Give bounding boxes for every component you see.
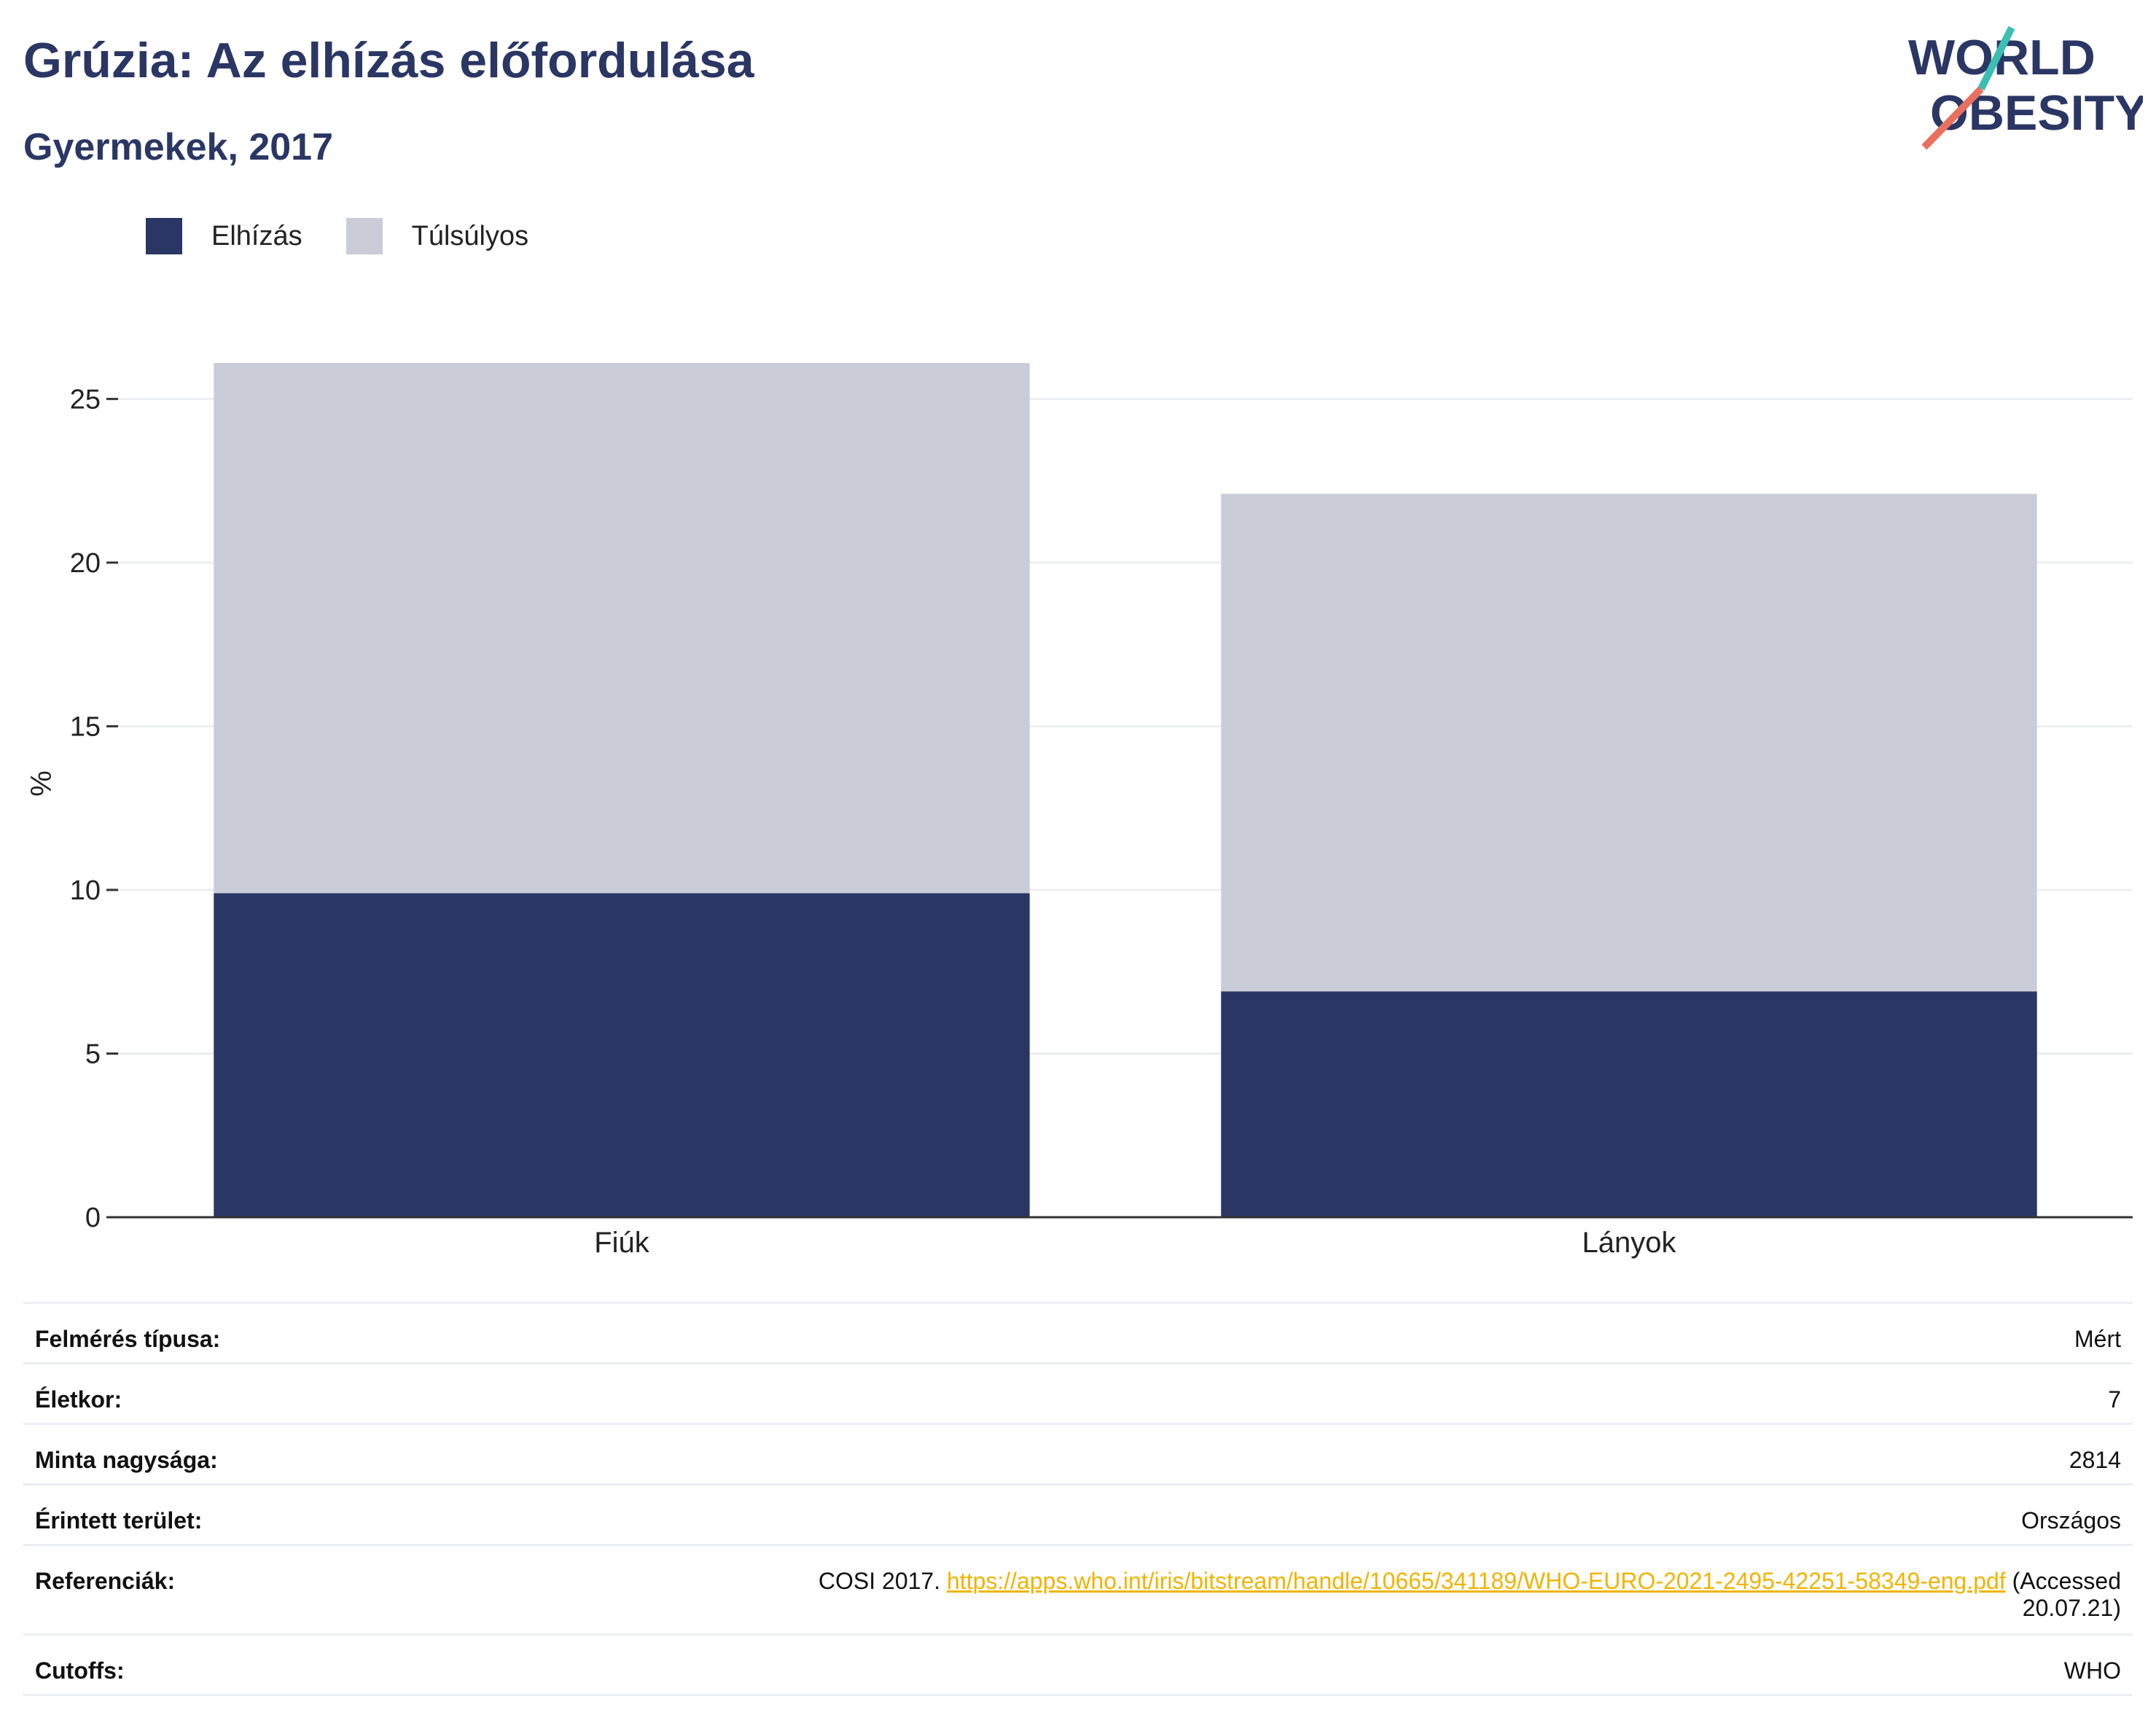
y-tick-label-15: 15 xyxy=(70,711,101,742)
reference-link[interactable]: https://apps.who.int/iris/bitstream/hand… xyxy=(947,1568,2006,1594)
info-label-references: Referenciák: xyxy=(35,1568,176,1594)
info-row-area: Érintett terület: Országos xyxy=(23,1483,2133,1544)
info-label-age: Életkor: xyxy=(35,1386,122,1413)
reference-accessed-date: 20.07.21) xyxy=(2022,1595,2121,1621)
legend-item-obesity: Elhízás xyxy=(146,218,302,254)
info-row-survey-type: Felmérés típusa: Mért xyxy=(23,1302,2133,1362)
logo-slash-teal xyxy=(1977,26,2015,91)
y-tick-label-20: 20 xyxy=(70,548,101,579)
x-tick-label-girls: Lányok xyxy=(1582,1227,1677,1259)
info-label-cutoffs: Cutoffs: xyxy=(35,1657,125,1684)
info-value-references: COSI 2017. https://apps.who.int/iris/bit… xyxy=(819,1546,2121,1622)
y-tick-label-25: 25 xyxy=(70,384,101,415)
logo-line-2: OBESITY xyxy=(1930,85,2143,141)
info-value-sample-size: 2814 xyxy=(2069,1447,2121,1473)
info-row-sample-size: Minta nagysága: 2814 xyxy=(23,1423,2133,1483)
info-label-sample-size: Minta nagysága: xyxy=(35,1447,218,1473)
legend-swatch-obesity xyxy=(146,218,182,254)
legend-item-overweight: Túlsúlyos xyxy=(345,218,529,254)
y-axis-label: % xyxy=(26,770,58,797)
info-value-age: 7 xyxy=(2108,1386,2121,1413)
world-obesity-logo: WORLD OBESITY xyxy=(1908,26,2143,150)
bar-chart: 0 5 10 15 20 25% Fiúk Lányok xyxy=(26,362,2133,1259)
info-value-cutoffs: WHO xyxy=(2063,1657,2121,1684)
bar-obesity-boys xyxy=(214,893,1030,1217)
y-tick-label-0: 0 xyxy=(85,1203,101,1233)
reference-prefix: COSI 2017. xyxy=(818,1568,941,1594)
chart-title: Grúzia: Az elhízás előfordulása xyxy=(23,33,754,88)
bar-overweight-girls xyxy=(1221,493,2037,992)
info-value-survey-type: Mért xyxy=(2074,1326,2121,1352)
y-tick-label-10: 10 xyxy=(70,875,101,906)
logo-line-1: WORLD xyxy=(1908,30,2096,85)
legend-label-overweight: Túlsúlyos xyxy=(411,220,529,251)
bar-overweight-boys xyxy=(214,362,1030,894)
info-label-survey-type: Felmérés típusa: xyxy=(35,1326,221,1352)
chart-legend: Elhízás Túlsúlyos xyxy=(146,216,572,257)
info-table: Felmérés típusa: Mért Életkor: 7 Minta n… xyxy=(23,1302,2133,1696)
info-row-cutoffs: Cutoffs: WHO xyxy=(23,1633,2133,1696)
logo-slash-coral xyxy=(1921,86,1984,150)
y-tick-label-5: 5 xyxy=(85,1039,101,1069)
x-tick-label-boys: Fiúk xyxy=(594,1227,650,1259)
chart-subtitle: Gyermekek, 2017 xyxy=(23,126,334,168)
info-row-references: Referenciák: COSI 2017. https://apps.who… xyxy=(23,1544,2133,1633)
legend-label-obesity: Elhízás xyxy=(211,220,302,251)
info-row-age: Életkor: 7 xyxy=(23,1362,2133,1423)
info-label-area: Érintett terület: xyxy=(35,1507,203,1534)
info-value-area: Országos xyxy=(2021,1507,2121,1534)
reference-accessed: (Accessed xyxy=(2012,1568,2121,1594)
bar-obesity-girls xyxy=(1221,991,2037,1217)
legend-swatch-overweight xyxy=(345,218,383,254)
